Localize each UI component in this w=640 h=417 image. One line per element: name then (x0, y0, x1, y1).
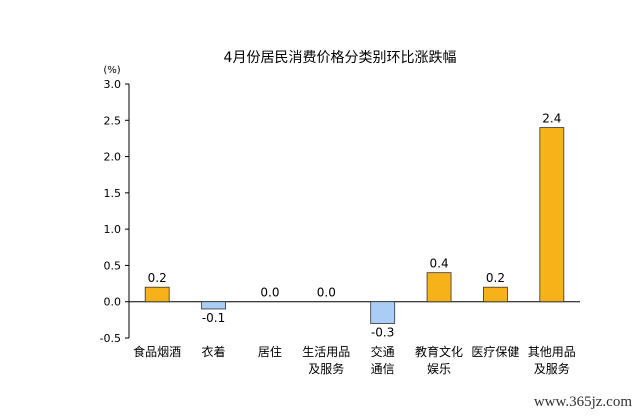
y-tick-label: 2.5 (104, 114, 122, 127)
y-tick-label: -0.5 (100, 332, 121, 345)
data-label: -0.3 (371, 325, 394, 339)
y-tick-label: 3.0 (104, 78, 122, 91)
x-tick-label: 教育文化 (415, 344, 463, 359)
y-tick-label: 0.5 (104, 259, 122, 272)
x-tick-label: 生活用品 (302, 345, 350, 359)
data-label: 0.4 (430, 257, 449, 271)
data-label: 2.4 (542, 112, 561, 126)
y-tick-label: 1.0 (104, 223, 122, 236)
bar (144, 286, 170, 303)
y-axis-unit: (%) (103, 65, 120, 76)
y-tick-label: 0.0 (104, 296, 122, 309)
data-label: 0.2 (148, 271, 167, 285)
x-tick-label: 娱乐 (427, 362, 451, 376)
data-label: -0.1 (202, 311, 225, 325)
data-label: 0.2 (486, 271, 505, 285)
watermark: www.365jz.com (533, 394, 632, 410)
bar (426, 272, 452, 303)
x-tick-label: 衣着 (202, 344, 226, 359)
y-tick-label: 2.0 (104, 151, 122, 164)
data-label: 0.0 (317, 286, 336, 300)
x-tick-label: 及服务 (308, 361, 344, 376)
plot-area: 3.0 2.5 2.0 1.5 1.0 0.5 0.0 -0.5 0.2 食品烟酒 -0.1 衣着 0.… (100, 78, 580, 376)
x-tick-label: 居住 (258, 345, 282, 359)
data-label: 0.0 (260, 286, 279, 300)
bar (370, 301, 396, 324)
y-tick-label: 1.5 (104, 187, 122, 200)
x-tick-label: 通信 (371, 362, 395, 376)
bar (201, 301, 226, 310)
bar (539, 127, 565, 303)
chart-title: 4月份居民消费价格分类别环比涨跌幅 (224, 50, 457, 66)
x-tick-label: 交通 (371, 344, 395, 359)
x-tick-label: 医疗保健 (471, 345, 519, 359)
x-tick-label: 及服务 (534, 361, 570, 376)
x-tick-label: 食品烟酒 (133, 344, 181, 359)
bar (483, 286, 508, 303)
x-tick-label: 其他用品 (528, 345, 576, 359)
